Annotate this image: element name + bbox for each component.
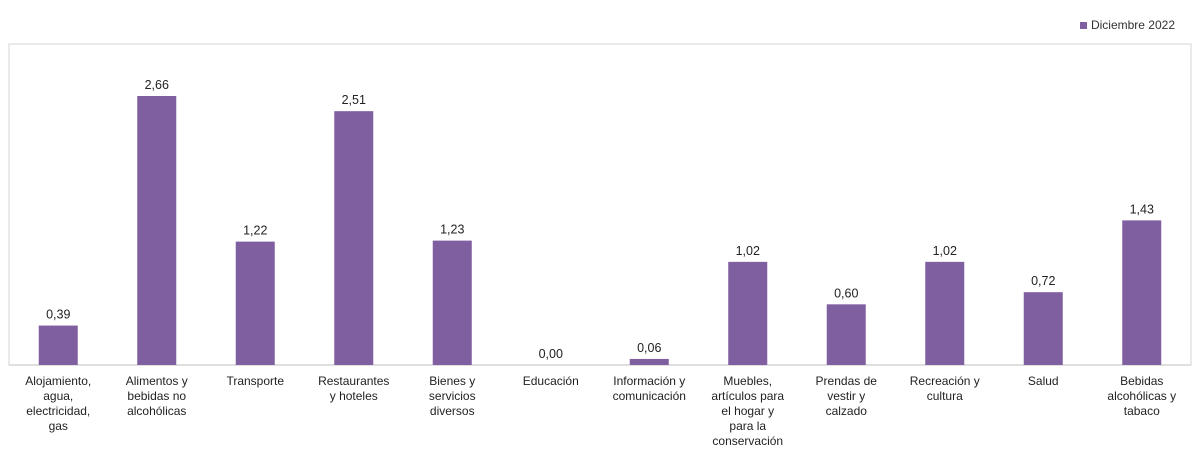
legend-swatch bbox=[1079, 21, 1087, 29]
category-label: Alimentos y bebidas no alcohólicas bbox=[125, 374, 188, 418]
bar bbox=[629, 358, 669, 365]
bar bbox=[1023, 292, 1063, 365]
category-label: Recreación y cultura bbox=[909, 374, 980, 403]
category-label: Transporte bbox=[226, 374, 285, 388]
category-label: Salud bbox=[1027, 374, 1059, 388]
category-label: Muebles, artículos para el hogar y para … bbox=[711, 374, 785, 448]
data-label: 1,22 bbox=[243, 224, 267, 238]
legend: Diciembre 2022 bbox=[1079, 18, 1175, 32]
value-labels: 0,39 2,66 1,22 2,51 1,23 0,00 0,06 1,02 0,60 1,02… bbox=[46, 78, 1154, 361]
bars bbox=[38, 96, 1162, 365]
category-label: Información y comunicación bbox=[612, 374, 686, 403]
plot-frame bbox=[8, 43, 1192, 366]
data-label: 0,39 bbox=[46, 308, 70, 322]
category-label: Bebidas alcohólicas y tabaco bbox=[1107, 374, 1177, 418]
data-label: 0,06 bbox=[637, 341, 661, 355]
bar bbox=[1122, 220, 1162, 365]
bar bbox=[432, 240, 472, 365]
data-label: 1,23 bbox=[440, 223, 464, 237]
data-label: 0,00 bbox=[539, 347, 563, 361]
category-label: Prendas de vestir y calzado bbox=[815, 374, 877, 418]
data-label: 0,72 bbox=[1031, 274, 1055, 288]
bar bbox=[334, 111, 374, 365]
bar bbox=[235, 241, 275, 365]
data-label: 2,66 bbox=[145, 78, 169, 92]
data-label: 1,02 bbox=[933, 244, 957, 258]
plot-border bbox=[8, 43, 1192, 366]
bar bbox=[38, 325, 78, 365]
bar bbox=[925, 261, 965, 365]
data-label: 1,02 bbox=[736, 244, 760, 258]
category-label: Bienes y servicios diversos bbox=[428, 374, 476, 418]
data-label: 1,43 bbox=[1130, 202, 1154, 216]
bar bbox=[137, 96, 177, 365]
data-label: 2,51 bbox=[342, 93, 366, 107]
category-label: Alojamiento, agua, electricidad, gas bbox=[25, 374, 92, 433]
data-label: 0,60 bbox=[834, 286, 858, 300]
bar bbox=[728, 261, 768, 365]
category-label: Educación bbox=[522, 374, 579, 388]
legend-label: Diciembre 2022 bbox=[1090, 18, 1175, 32]
bar bbox=[826, 304, 866, 365]
category-label: Restaurantes y hoteles bbox=[318, 374, 390, 403]
